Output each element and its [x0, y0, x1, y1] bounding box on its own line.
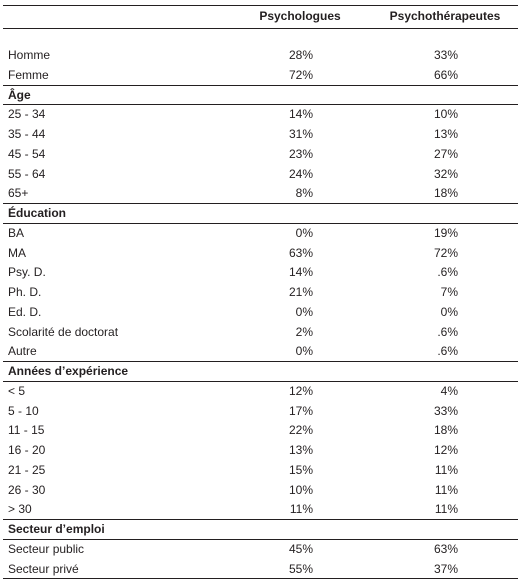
cell-value: 28% [288, 48, 313, 62]
row-label: 25 - 34 [8, 107, 46, 122]
cell-value: 33% [433, 403, 458, 418]
row-label: Ph. D. [8, 285, 42, 299]
row-label: Ed. D. [8, 304, 42, 319]
cell-value: 14% [288, 265, 313, 280]
rule [3, 104, 518, 106]
cell-value: 31% [288, 127, 313, 141]
cell-value: 13% [433, 127, 458, 141]
cell-value: 63% [433, 541, 458, 556]
cell-value: 33% [433, 48, 458, 62]
cell-value: 11% [434, 462, 458, 477]
rule [3, 5, 518, 6]
cell-value: 0% [295, 304, 313, 319]
cell-value: 18% [433, 186, 458, 201]
cell-value: 0% [295, 225, 313, 240]
cell-value: 0% [295, 344, 313, 359]
cell-value: 55% [288, 561, 313, 576]
cell-value: 2% [295, 324, 313, 339]
row-label: Secteur public [8, 541, 85, 556]
cell-value: 7% [440, 285, 458, 299]
row-label: 5 - 10 [8, 403, 39, 418]
row-label: 55 - 64 [8, 166, 46, 181]
cell-value: 4% [440, 383, 458, 398]
row-label: Secteur privé [8, 561, 79, 576]
row-label: < 5 [8, 383, 26, 398]
cell-value: 11% [434, 502, 458, 517]
cell-value: 66% [433, 67, 458, 82]
cell-value: 21% [288, 285, 313, 299]
cell-value: 0% [440, 304, 458, 319]
cell-value: 10% [288, 482, 313, 497]
cell-value: 13% [288, 443, 313, 457]
cell-value: 19% [433, 225, 458, 240]
row-label: > 30 [8, 502, 32, 517]
cell-value: 14% [288, 107, 313, 122]
row-label: Psy. D. [8, 265, 46, 280]
row-label: MA [8, 245, 26, 260]
cell-value: 72% [433, 245, 458, 260]
row-label: Femme [8, 67, 49, 82]
row-label: 11 - 15 [8, 423, 45, 438]
section-title: Éducation [8, 206, 67, 220]
cell-value: .6% [437, 344, 458, 359]
column-header: Psychologues [259, 9, 341, 23]
rule [3, 222, 518, 224]
cell-value: .6% [437, 265, 458, 280]
cell-value: 18% [433, 423, 458, 438]
cell-value: 10% [433, 107, 458, 122]
row-label: 35 - 44 [8, 127, 46, 141]
rule [3, 519, 518, 520]
section-title: Âge [8, 87, 31, 102]
row-label: 45 - 54 [8, 146, 46, 161]
row-label: 16 - 20 [8, 443, 46, 457]
cell-value: 22% [288, 423, 313, 438]
section-title: Années d’expérience [8, 364, 129, 378]
cell-value: 45% [288, 541, 313, 556]
section-title: Secteur d’emploi [8, 522, 105, 536]
cell-value: 17% [288, 403, 313, 418]
row-label: 21 - 25 [8, 462, 46, 477]
cell-value: .6% [437, 324, 458, 339]
cell-value: 8% [295, 186, 313, 201]
cell-value: 24% [288, 166, 313, 181]
rule [3, 28, 518, 29]
cell-value: 63% [288, 245, 313, 260]
rule [3, 203, 518, 204]
cell-value: 32% [433, 166, 458, 181]
rule [3, 84, 518, 86]
column-header: Psychothérapeutes [389, 9, 501, 23]
cell-value: 11% [434, 482, 458, 497]
cell-value: 11% [289, 502, 313, 517]
rule [3, 380, 518, 382]
rule [3, 361, 518, 362]
row-label: Homme [8, 48, 51, 62]
rule [3, 578, 518, 580]
row-label: 26 - 30 [8, 482, 46, 497]
row-label: 65+ [8, 186, 29, 201]
cell-value: 72% [288, 67, 313, 82]
cell-value: 12% [288, 383, 313, 398]
row-label: BA [8, 225, 25, 240]
cell-value: 12% [433, 443, 458, 457]
row-label: Scolarité de doctorat [8, 324, 119, 339]
cell-value: 15% [288, 462, 313, 477]
cell-value: 23% [288, 146, 313, 161]
row-label: Autre [8, 344, 37, 359]
cell-value: 37% [433, 561, 458, 576]
rule [3, 538, 518, 540]
cell-value: 27% [433, 146, 458, 161]
